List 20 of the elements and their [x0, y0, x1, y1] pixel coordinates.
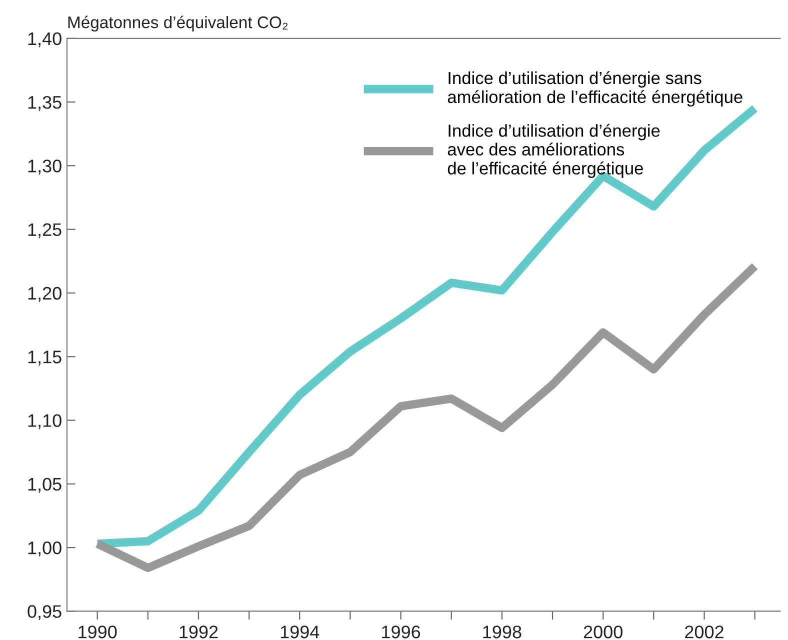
legend-label: Indice d’utilisation d’énergie sans amélioration de l’efficacité énergétique: [448, 71, 742, 107]
x-tick-label: 2002: [685, 626, 724, 638]
y-tick-label: 1,35: [28, 96, 62, 111]
y-tick-label: 1,10: [28, 414, 62, 430]
legend-label: Indice d’utilisation d’énergie avec des améliorations de l’efficacité énergétique: [448, 124, 660, 178]
x-tick-label: 1998: [483, 626, 522, 638]
x-tick-label: 1992: [180, 626, 218, 638]
y-tick-label: 0,95: [28, 605, 62, 620]
x-tick-label: 2000: [584, 626, 622, 638]
x-tick-label: 1990: [78, 626, 117, 638]
y-tick-label: 1,00: [28, 541, 62, 556]
y-tick-label: 1,30: [28, 160, 62, 175]
y-tick-label: 1,20: [28, 286, 62, 302]
x-tick-label: 1996: [382, 626, 420, 638]
y-tick-label: 1,15: [28, 350, 62, 366]
y-tick-label: 1,05: [28, 478, 62, 493]
y-tick-label: 1,40: [28, 32, 62, 48]
x-tick-label: 1994: [280, 626, 320, 638]
y-axis-title: Mégatonnes d’équivalent CO₂: [68, 16, 288, 32]
y-tick-label: 1,25: [28, 223, 62, 238]
